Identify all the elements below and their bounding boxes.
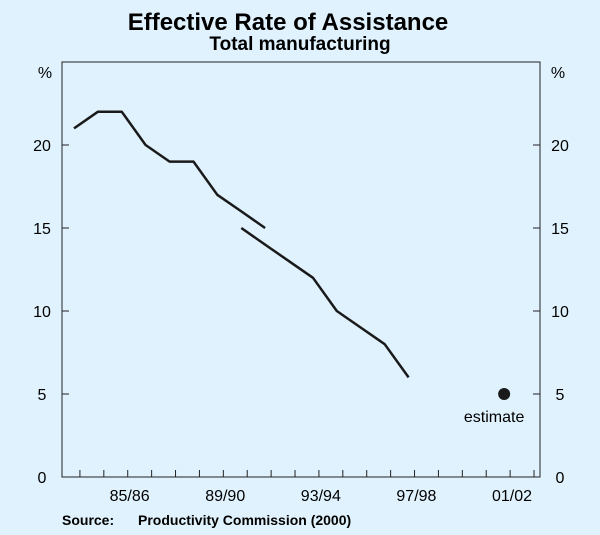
- x-tick-label: 85/86: [110, 488, 150, 505]
- x-tick-label: 93/94: [301, 488, 341, 505]
- right-unit-label: %: [551, 65, 565, 82]
- y-tick-label-right: 10: [551, 304, 569, 321]
- y-tick-label-right: 20: [551, 138, 569, 155]
- y-tick-label-left: 15: [33, 221, 51, 238]
- y-tick-label-right: 5: [556, 387, 565, 404]
- source-text: Productivity Commission (2000): [138, 512, 351, 528]
- series-group: [73, 110, 410, 379]
- y-tick-label-left: 10: [33, 304, 51, 321]
- chart-title: Effective Rate of Assistance: [128, 9, 449, 36]
- estimate-point: [498, 388, 511, 400]
- source-label: Source:: [62, 512, 114, 528]
- y-tick-label-right: 15: [551, 221, 569, 238]
- chart-subtitle: Total manufacturing: [209, 34, 390, 55]
- x-tick-label: 89/90: [205, 488, 245, 505]
- y-tick-label-left: 20: [33, 138, 51, 155]
- y-tick-label-left: 0: [38, 470, 47, 487]
- y-tick-label-right: 0: [556, 470, 565, 487]
- y-tick-label-left: 5: [38, 387, 47, 404]
- x-tick-label: 01/02: [492, 488, 532, 505]
- x-axis: 85/86 89/90 93/94 97/98 01/02: [79, 470, 535, 505]
- estimate-group: estimate: [464, 388, 525, 426]
- estimate-label: estimate: [464, 409, 525, 426]
- plot-frame: [61, 61, 541, 478]
- x-tick-label: 97/98: [396, 488, 436, 505]
- series-line-2: [240, 226, 410, 379]
- series-line-1: [73, 110, 266, 230]
- left-unit-label: %: [38, 65, 52, 82]
- y-axis: 0 0 5 5 10 10 15 15 20 20: [33, 138, 569, 487]
